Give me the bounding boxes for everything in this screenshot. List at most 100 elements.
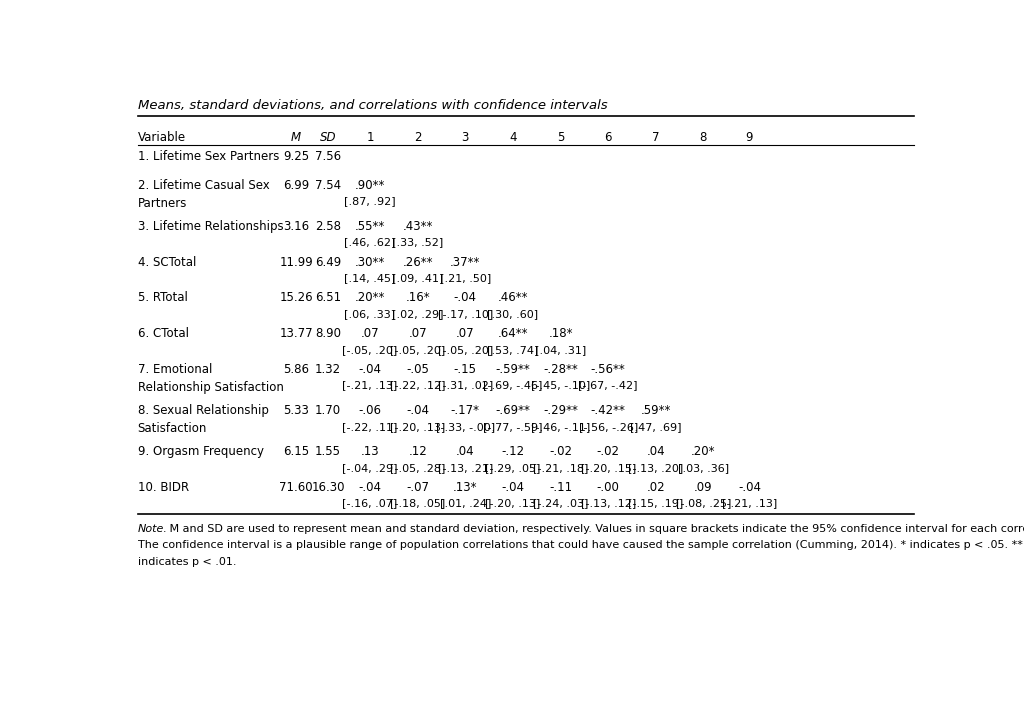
Text: 6.51: 6.51 [315,291,341,304]
Text: 1.55: 1.55 [315,446,341,458]
Text: -.06: -.06 [358,404,382,417]
Text: Satisfaction: Satisfaction [137,422,207,435]
Text: .07: .07 [456,327,474,340]
Text: -.12: -.12 [502,446,524,458]
Text: .07: .07 [409,327,427,340]
Text: [-.21, .18]: [-.21, .18] [532,463,588,473]
Text: 1. Lifetime Sex Partners: 1. Lifetime Sex Partners [137,150,279,163]
Text: -.59**: -.59** [496,363,530,376]
Text: [-.77, -.59]: [-.77, -.59] [483,421,543,431]
Text: -.04: -.04 [358,363,382,376]
Text: -.69**: -.69** [496,404,530,417]
Text: .04: .04 [456,446,474,458]
Text: indicates p < .01.: indicates p < .01. [137,557,236,567]
Text: -.02: -.02 [549,446,572,458]
Text: [-.33, -.00]: [-.33, -.00] [436,421,495,431]
Text: [.02, .29]: [.02, .29] [392,309,443,319]
Text: 6: 6 [604,131,612,144]
Text: .04: .04 [646,446,665,458]
Text: 71.60: 71.60 [280,481,313,494]
Text: 2.58: 2.58 [315,220,341,233]
Text: .43**: .43** [402,220,433,233]
Text: .18*: .18* [548,327,572,340]
Text: 4. SCTotal: 4. SCTotal [137,256,196,268]
Text: [.87, .92]: [.87, .92] [344,196,396,206]
Text: 10. BIDR: 10. BIDR [137,481,188,494]
Text: [-.05, .20]: [-.05, .20] [342,345,397,355]
Text: [-.56, -.26]: [-.56, -.26] [579,421,638,431]
Text: 6.99: 6.99 [283,178,309,191]
Text: [-.05, .20]: [-.05, .20] [390,345,445,355]
Text: -.56**: -.56** [591,363,626,376]
Text: -.15: -.15 [454,363,477,376]
Text: [.21, .50]: [.21, .50] [439,273,490,283]
Text: [.53, .74]: [.53, .74] [487,345,539,355]
Text: 3: 3 [462,131,469,144]
Text: -.28**: -.28** [543,363,578,376]
Text: .13: .13 [360,446,379,458]
Text: -.04: -.04 [407,404,429,417]
Text: [-.13, .20]: [-.13, .20] [628,463,683,473]
Text: 6.49: 6.49 [314,256,341,268]
Text: [-.22, .11]: [-.22, .11] [342,421,397,431]
Text: [-.21, .13]: [-.21, .13] [342,381,397,391]
Text: .30**: .30** [355,256,385,268]
Text: .12: .12 [409,446,427,458]
Text: 8: 8 [699,131,707,144]
Text: [-.05, .28]: [-.05, .28] [390,463,445,473]
Text: [-.69, -.46]: [-.69, -.46] [483,381,543,391]
Text: 3. Lifetime Relationships: 3. Lifetime Relationships [137,220,284,233]
Text: [-.29, .05]: [-.29, .05] [485,463,541,473]
Text: 9. Orgasm Frequency: 9. Orgasm Frequency [137,446,263,458]
Text: SD: SD [319,131,336,144]
Text: .55**: .55** [355,220,385,233]
Text: 9: 9 [745,131,753,144]
Text: 1.70: 1.70 [315,404,341,417]
Text: M: M [291,131,301,144]
Text: [-.13, .21]: [-.13, .21] [437,463,493,473]
Text: [-.18, .05]: [-.18, .05] [390,498,445,508]
Text: 2: 2 [414,131,422,144]
Text: -.02: -.02 [597,446,620,458]
Text: [-.24, .03]: [-.24, .03] [532,498,588,508]
Text: .46**: .46** [498,291,528,304]
Text: .20**: .20** [355,291,385,304]
Text: M and SD are used to represent mean and standard deviation, respectively. Values: M and SD are used to represent mean and … [166,524,1024,534]
Text: .09: .09 [694,481,713,494]
Text: .07: .07 [360,327,379,340]
Text: -.04: -.04 [738,481,761,494]
Text: [.33, .52]: [.33, .52] [392,238,443,248]
Text: [-.20, .13]: [-.20, .13] [485,498,541,508]
Text: [-.20, .15]: [-.20, .15] [581,463,636,473]
Text: .59**: .59** [641,404,671,417]
Text: [-.46, -.11]: [-.46, -.11] [530,421,590,431]
Text: 5. RTotal: 5. RTotal [137,291,187,304]
Text: 7. Emotional: 7. Emotional [137,363,212,376]
Text: -.29**: -.29** [543,404,578,417]
Text: Note.: Note. [137,524,167,534]
Text: [-.45, -.10]: [-.45, -.10] [530,381,590,391]
Text: 8. Sexual Relationship: 8. Sexual Relationship [137,404,268,417]
Text: .26**: .26** [402,256,433,268]
Text: 15.26: 15.26 [280,291,313,304]
Text: .90**: .90** [355,178,385,191]
Text: .16*: .16* [406,291,430,304]
Text: .02: .02 [646,481,665,494]
Text: -.11: -.11 [549,481,572,494]
Text: Variable: Variable [137,131,185,144]
Text: 8.90: 8.90 [315,327,341,340]
Text: The confidence interval is a plausible range of population correlations that cou: The confidence interval is a plausible r… [137,540,1022,550]
Text: [-.15, .19]: [-.15, .19] [628,498,683,508]
Text: 2. Lifetime Casual Sex: 2. Lifetime Casual Sex [137,178,269,191]
Text: [-.22, .12]: [-.22, .12] [390,381,445,391]
Text: 7.54: 7.54 [315,178,341,191]
Text: [.03, .36]: [.03, .36] [678,463,729,473]
Text: 9.25: 9.25 [284,150,309,163]
Text: [-.16, .07]: [-.16, .07] [342,498,397,508]
Text: [.04, .31]: [.04, .31] [535,345,586,355]
Text: [-.17, .10]: [-.17, .10] [437,309,493,319]
Text: [-.08, .25]: [-.08, .25] [676,498,731,508]
Text: 3.16: 3.16 [284,220,309,233]
Text: -.00: -.00 [597,481,620,494]
Text: 5.33: 5.33 [284,404,309,417]
